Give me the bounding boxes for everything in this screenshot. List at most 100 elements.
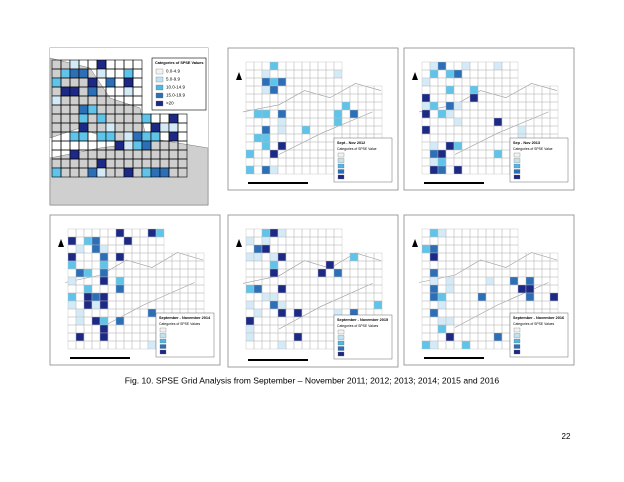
- grid-cell: [261, 228, 271, 238]
- grid-cell: [429, 276, 439, 286]
- grid-cell: [445, 284, 455, 294]
- grid-cell: [87, 77, 98, 88]
- grid-cell: [269, 228, 279, 238]
- grid-cell: [261, 85, 271, 95]
- period-label: Sep - Nov 2013: [513, 141, 540, 145]
- grid-cell: [99, 292, 109, 302]
- grid-cell: [277, 228, 287, 238]
- grid-cell: [437, 61, 447, 71]
- grid-cell: [429, 244, 439, 254]
- grid-cell: [99, 260, 109, 270]
- grid-cell: [421, 77, 431, 87]
- grid-cell: [349, 252, 359, 262]
- grid-cell: [253, 109, 263, 119]
- grid-cell: [445, 69, 455, 79]
- grid-cell: [349, 109, 359, 119]
- grid-cell: [87, 86, 98, 97]
- grid-cell: [132, 140, 143, 151]
- grid-cell: [75, 332, 85, 342]
- legend-swatch: [513, 344, 521, 349]
- grid-cell: [445, 276, 455, 286]
- grid-cell: [277, 117, 287, 127]
- north-arrow: [236, 239, 242, 247]
- grid-cell: [525, 292, 535, 302]
- grid-cell: [91, 292, 101, 302]
- legend-swatch: [155, 92, 164, 99]
- grid-cell: [115, 316, 125, 326]
- grid-cell: [269, 149, 279, 159]
- grid-cell: [78, 113, 89, 124]
- grid-cell: [429, 149, 439, 159]
- grid-cell: [293, 332, 303, 342]
- grid-cell: [429, 252, 439, 262]
- grid-cell: [123, 236, 133, 246]
- legend-swatch: [159, 327, 167, 333]
- grid-cell: [123, 140, 134, 151]
- grid-cell: [67, 292, 77, 302]
- scale-bar: [424, 182, 484, 184]
- grid-cell: [253, 133, 263, 143]
- north-arrow: [236, 72, 242, 80]
- grid-cell: [269, 268, 279, 278]
- period-label: Sept - Nov 2012: [337, 141, 365, 145]
- grid-cell: [269, 165, 279, 175]
- grid-cell: [485, 276, 495, 286]
- scale-bar: [248, 182, 308, 184]
- legend-swatch: [513, 169, 521, 174]
- grid-cell: [269, 77, 279, 87]
- grid-cell: [150, 122, 161, 133]
- legend-swatch: [155, 84, 164, 91]
- legend-swatch: [337, 340, 345, 346]
- grid-cell: [168, 122, 179, 133]
- grid-cell: [83, 236, 93, 246]
- grid-cell: [269, 61, 279, 71]
- legend-swatch: [337, 158, 345, 163]
- grid-cell: [261, 133, 271, 143]
- legend-swatch: [337, 329, 345, 335]
- grid-cell: [114, 140, 125, 151]
- grid-cell: [341, 101, 351, 111]
- grid-cell: [293, 308, 303, 318]
- grid-cell: [261, 69, 271, 79]
- grid-cell: [453, 101, 463, 111]
- legend-swatch: [159, 333, 167, 338]
- grid-cell: [96, 68, 107, 79]
- grid-cell: [150, 167, 161, 178]
- grid-cell: [453, 141, 463, 151]
- grid-cell: [253, 252, 263, 262]
- grid-cell: [445, 316, 455, 326]
- grid-cell: [453, 165, 463, 175]
- grid-cell: [99, 244, 109, 254]
- grid-cell: [301, 125, 311, 135]
- grid-cell: [429, 157, 439, 167]
- legend-swatch: [155, 76, 164, 83]
- grid-cell: [168, 131, 179, 142]
- grid-cell: [87, 104, 98, 115]
- grid-cell: [99, 252, 109, 262]
- legend-swatch: [337, 163, 345, 169]
- caption: Fig. 10. SPSE Grid Analysis from Septemb…: [125, 375, 500, 385]
- grid-cell: [373, 300, 383, 310]
- grid-cell: [421, 340, 431, 350]
- grid-cell: [60, 68, 71, 79]
- grid-cell: [75, 308, 85, 318]
- grid-cell: [469, 93, 479, 103]
- north-arrow: [58, 239, 64, 247]
- grid-cell: [333, 109, 343, 119]
- legend-title: Categories of SPSE Values: [155, 61, 204, 65]
- grid-cell: [429, 292, 439, 302]
- grid-cell: [141, 131, 152, 142]
- grid-cell: [245, 324, 255, 334]
- grid-cell: [91, 244, 101, 254]
- grid-cell: [123, 68, 134, 79]
- legend-swatch: [337, 174, 345, 180]
- grid-cell: [78, 122, 89, 133]
- grid-cell: [269, 85, 279, 95]
- grid-cell: [549, 292, 559, 302]
- legend-swatch: [159, 338, 167, 344]
- grid-cell: [477, 292, 487, 302]
- grid-cell: [437, 149, 447, 159]
- grid-cell: [67, 236, 77, 246]
- grid-cell: [78, 131, 89, 142]
- grid-cell: [69, 68, 80, 79]
